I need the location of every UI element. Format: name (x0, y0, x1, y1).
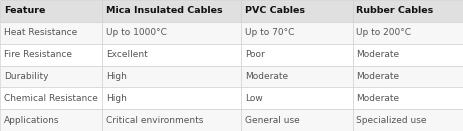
Bar (102, 109, 241, 131)
Bar (0, 0, 102, 22)
Text: Excellent: Excellent (106, 50, 147, 59)
Text: Rubber Cables: Rubber Cables (356, 6, 432, 15)
Bar (0, 44, 102, 66)
Bar (102, 66, 241, 87)
Bar (352, 44, 463, 66)
Bar (352, 66, 463, 87)
Text: Up to 1000°C: Up to 1000°C (106, 28, 166, 37)
Bar (102, 87, 241, 109)
Text: Up to 70°C: Up to 70°C (244, 28, 294, 37)
Text: Mica Insulated Cables: Mica Insulated Cables (106, 6, 222, 15)
Text: High: High (106, 94, 126, 103)
Text: Critical environments: Critical environments (106, 116, 203, 125)
Bar (0, 66, 102, 87)
Bar (0, 109, 102, 131)
Bar (102, 44, 241, 66)
Bar (352, 0, 463, 22)
Text: Up to 200°C: Up to 200°C (356, 28, 411, 37)
Text: High: High (106, 72, 126, 81)
Text: Moderate: Moderate (356, 94, 399, 103)
Text: Feature: Feature (4, 6, 45, 15)
Text: Durability: Durability (4, 72, 48, 81)
Text: Fire Resistance: Fire Resistance (4, 50, 72, 59)
Bar (102, 0, 241, 22)
Bar (241, 87, 352, 109)
Text: Moderate: Moderate (244, 72, 288, 81)
Text: Chemical Resistance: Chemical Resistance (4, 94, 97, 103)
Text: Moderate: Moderate (356, 50, 399, 59)
Bar (352, 22, 463, 44)
Bar (102, 22, 241, 44)
Text: General use: General use (244, 116, 299, 125)
Text: Low: Low (244, 94, 262, 103)
Bar (352, 87, 463, 109)
Bar (241, 22, 352, 44)
Bar (241, 44, 352, 66)
Bar (0, 22, 102, 44)
Text: Moderate: Moderate (356, 72, 399, 81)
Bar (241, 0, 352, 22)
Text: Specialized use: Specialized use (356, 116, 426, 125)
Text: Poor: Poor (244, 50, 264, 59)
Text: Heat Resistance: Heat Resistance (4, 28, 77, 37)
Bar (241, 66, 352, 87)
Bar (352, 109, 463, 131)
Text: PVC Cables: PVC Cables (244, 6, 304, 15)
Bar (241, 109, 352, 131)
Text: Applications: Applications (4, 116, 59, 125)
Bar (0, 87, 102, 109)
